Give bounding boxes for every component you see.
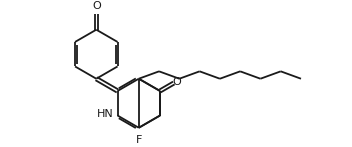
Text: O: O xyxy=(172,77,181,87)
Text: O: O xyxy=(92,1,101,11)
Text: HN: HN xyxy=(96,109,113,119)
Text: F: F xyxy=(136,135,142,145)
